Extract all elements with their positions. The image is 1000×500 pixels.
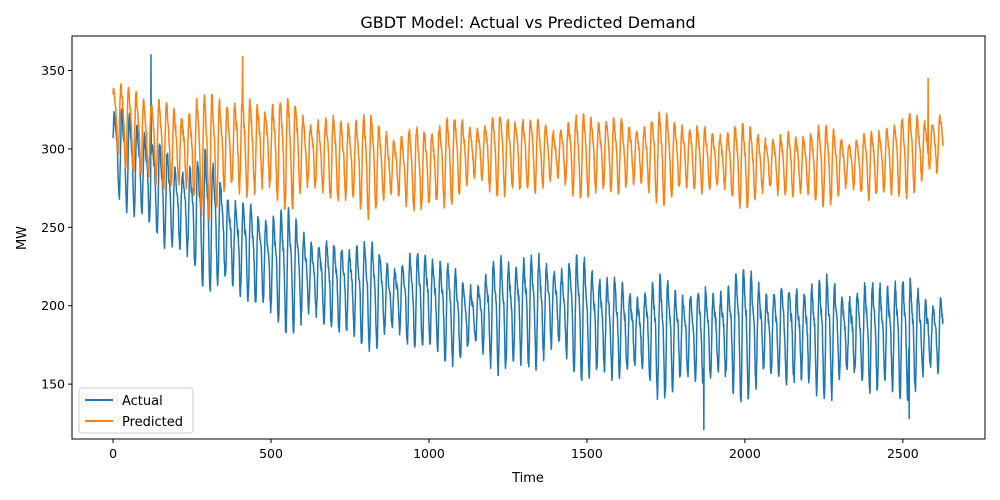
legend-label-actual: Actual bbox=[122, 394, 163, 409]
legend-label-predicted: Predicted bbox=[122, 415, 183, 430]
y-tick-label: 250 bbox=[41, 220, 65, 235]
plot-frame bbox=[71, 35, 986, 440]
x-tick-label: 500 bbox=[259, 446, 283, 461]
y-tick-label: 150 bbox=[41, 377, 65, 392]
x-axis: 0 500 1000 1500 2000 2500 bbox=[109, 439, 919, 461]
y-tick-label: 300 bbox=[41, 141, 65, 156]
x-tick-label: 2000 bbox=[729, 446, 761, 461]
series-line-actual bbox=[112, 54, 944, 431]
x-tick-label: 1500 bbox=[571, 446, 603, 461]
x-tick-label: 2500 bbox=[887, 446, 919, 461]
legend: Actual Predicted bbox=[78, 387, 194, 434]
y-axis-label: MW bbox=[15, 226, 30, 250]
series-layer bbox=[112, 54, 944, 431]
y-tick-label: 200 bbox=[41, 298, 65, 313]
x-tick-label: 0 bbox=[109, 446, 117, 461]
x-axis-label: Time bbox=[511, 471, 544, 486]
x-tick-label: 1000 bbox=[413, 446, 445, 461]
series-line-predicted bbox=[112, 55, 944, 221]
plot-area: 0 500 1000 1500 2000 2500 150 200 250 300 350 bbox=[41, 35, 986, 461]
y-tick-label: 350 bbox=[41, 63, 65, 78]
chart-title: GBDT Model: Actual vs Predicted Demand bbox=[360, 13, 695, 32]
y-axis: 150 200 250 300 350 bbox=[41, 63, 72, 392]
